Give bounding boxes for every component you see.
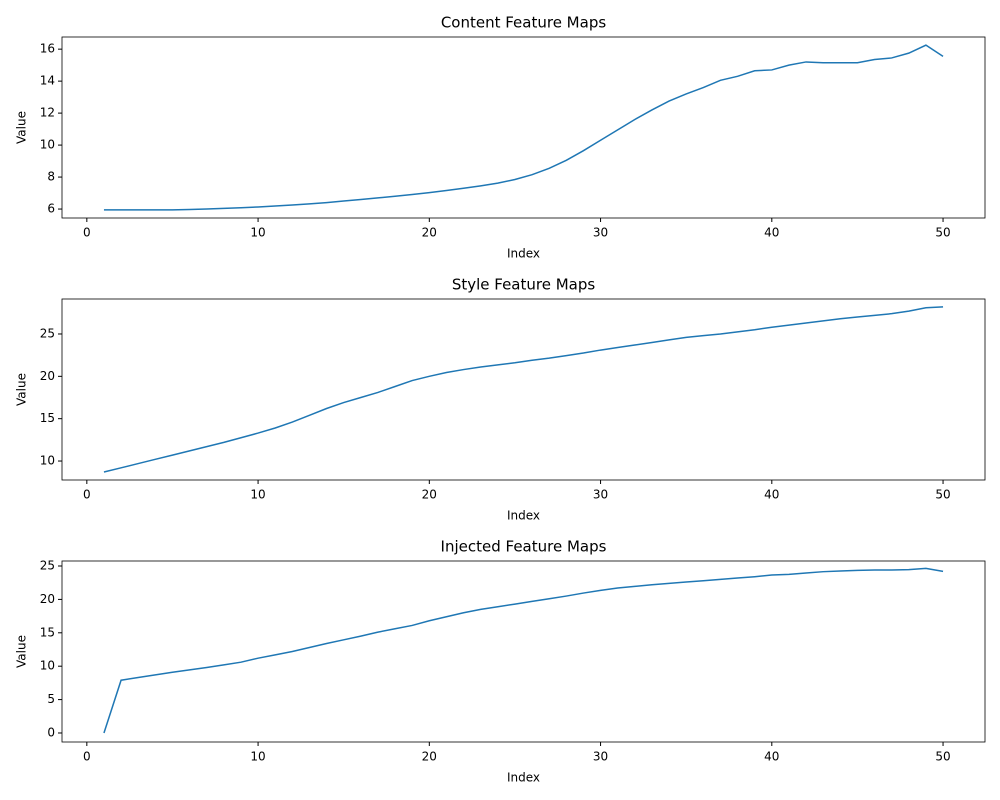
x-tick-label: 30 bbox=[593, 226, 608, 240]
y-tick-label: 12 bbox=[40, 106, 55, 120]
y-tick-label: 10 bbox=[40, 454, 55, 468]
x-axis-label: Index bbox=[507, 509, 540, 523]
x-tick-label: 20 bbox=[422, 226, 437, 240]
x-tick-label: 50 bbox=[935, 750, 950, 764]
x-tick-label: 50 bbox=[935, 488, 950, 502]
x-tick-label: 10 bbox=[250, 226, 265, 240]
y-tick-label: 6 bbox=[47, 202, 55, 216]
x-tick-label: 10 bbox=[250, 488, 265, 502]
y-tick-label: 25 bbox=[40, 559, 55, 573]
y-tick-label: 8 bbox=[47, 170, 55, 184]
x-tick-label: 10 bbox=[250, 750, 265, 764]
data-line bbox=[103, 44, 944, 211]
y-tick-label: 15 bbox=[40, 625, 55, 639]
y-tick-label: 20 bbox=[40, 592, 55, 606]
x-tick-label: 40 bbox=[764, 226, 779, 240]
x-tick-label: 0 bbox=[83, 488, 91, 502]
y-axis-label: Value bbox=[15, 635, 29, 668]
chart-title: Style Feature Maps bbox=[452, 276, 596, 294]
x-tick-label: 20 bbox=[422, 750, 437, 764]
x-tick-label: 0 bbox=[83, 226, 91, 240]
x-tick-label: 0 bbox=[83, 750, 91, 764]
chart-title: Injected Feature Maps bbox=[441, 538, 607, 556]
y-tick-label: 14 bbox=[40, 74, 55, 88]
x-tick-label: 40 bbox=[764, 488, 779, 502]
y-axis-label: Value bbox=[15, 373, 29, 406]
chart-title: Content Feature Maps bbox=[441, 14, 607, 32]
x-axis-label: Index bbox=[507, 247, 540, 261]
axes-frame bbox=[61, 298, 986, 481]
y-tick-label: 15 bbox=[40, 411, 55, 425]
data-line bbox=[103, 306, 944, 473]
y-tick-label: 25 bbox=[40, 326, 55, 340]
y-tick-label: 0 bbox=[47, 725, 55, 739]
y-tick-label: 16 bbox=[40, 42, 55, 56]
y-tick-label: 10 bbox=[40, 659, 55, 673]
x-axis-label: Index bbox=[507, 771, 540, 785]
x-tick-label: 30 bbox=[593, 750, 608, 764]
x-tick-label: 20 bbox=[422, 488, 437, 502]
y-tick-label: 5 bbox=[47, 692, 55, 706]
x-tick-label: 30 bbox=[593, 488, 608, 502]
axes-frame bbox=[61, 560, 986, 743]
y-axis-label: Value bbox=[15, 111, 29, 144]
x-tick-label: 40 bbox=[764, 750, 779, 764]
axes-frame bbox=[61, 36, 986, 219]
data-line bbox=[103, 567, 944, 734]
y-tick-label: 20 bbox=[40, 369, 55, 383]
x-tick-label: 50 bbox=[935, 226, 950, 240]
y-tick-label: 10 bbox=[40, 138, 55, 152]
